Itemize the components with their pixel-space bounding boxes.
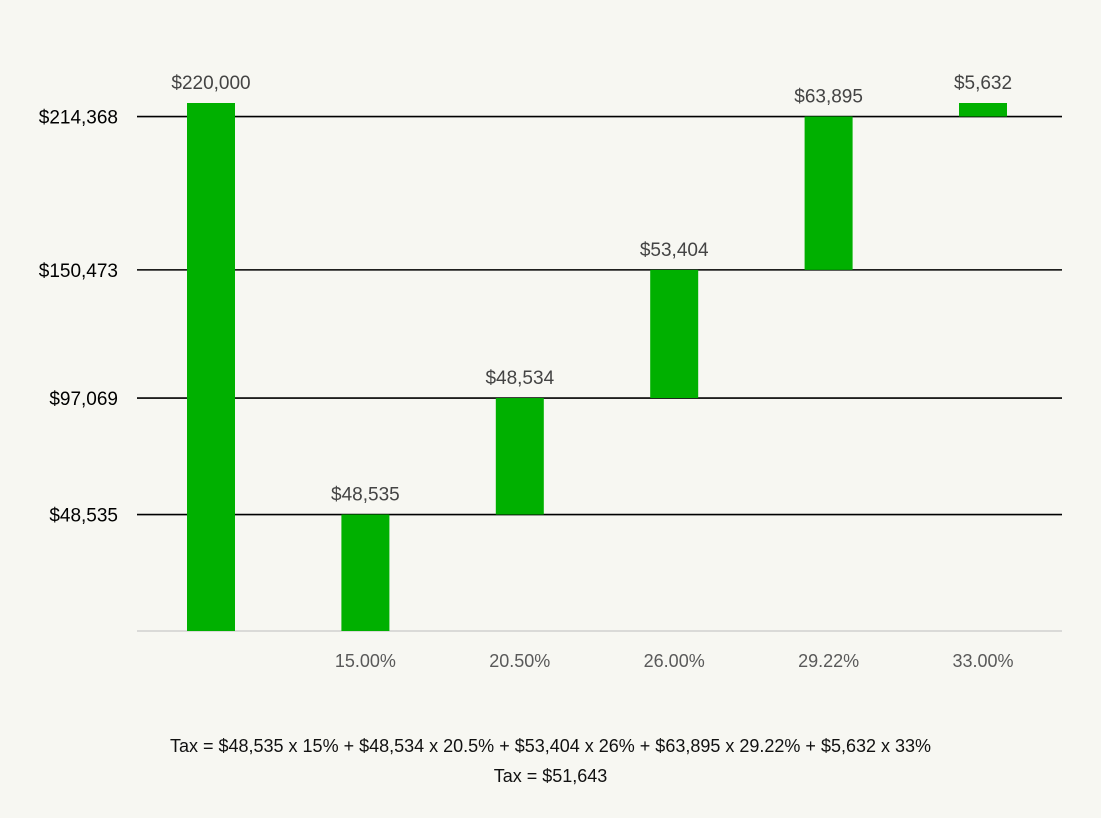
x-tick-label: 29.22% bbox=[798, 651, 859, 671]
y-tick-label: $97,069 bbox=[49, 389, 118, 410]
bar bbox=[495, 398, 544, 515]
y-tick-label: $48,535 bbox=[49, 506, 118, 527]
data-label: $48,535 bbox=[331, 485, 400, 506]
tax-total: Tax = $51,643 bbox=[493, 766, 608, 786]
bar bbox=[959, 103, 1007, 117]
x-tick-label: 33.00% bbox=[952, 651, 1013, 671]
bar bbox=[804, 116, 853, 270]
data-label: $220,000 bbox=[171, 73, 250, 94]
y-tick-label: $150,473 bbox=[39, 261, 118, 282]
x-tick-label: 20.50% bbox=[489, 651, 550, 671]
x-tick-label: 15.00% bbox=[335, 651, 396, 671]
bar bbox=[650, 269, 699, 399]
data-label: $63,895 bbox=[794, 87, 863, 108]
data-label: $48,534 bbox=[485, 368, 554, 389]
tax-formula: Tax = $48,535 x 15% + $48,534 x 20.5% + … bbox=[169, 736, 932, 756]
data-label: $53,404 bbox=[640, 240, 709, 261]
data-label: $5,632 bbox=[954, 73, 1012, 94]
x-tick-label: 26.00% bbox=[644, 651, 705, 671]
bar bbox=[341, 514, 390, 631]
y-tick-label: $214,368 bbox=[39, 108, 118, 129]
bar bbox=[187, 103, 235, 631]
